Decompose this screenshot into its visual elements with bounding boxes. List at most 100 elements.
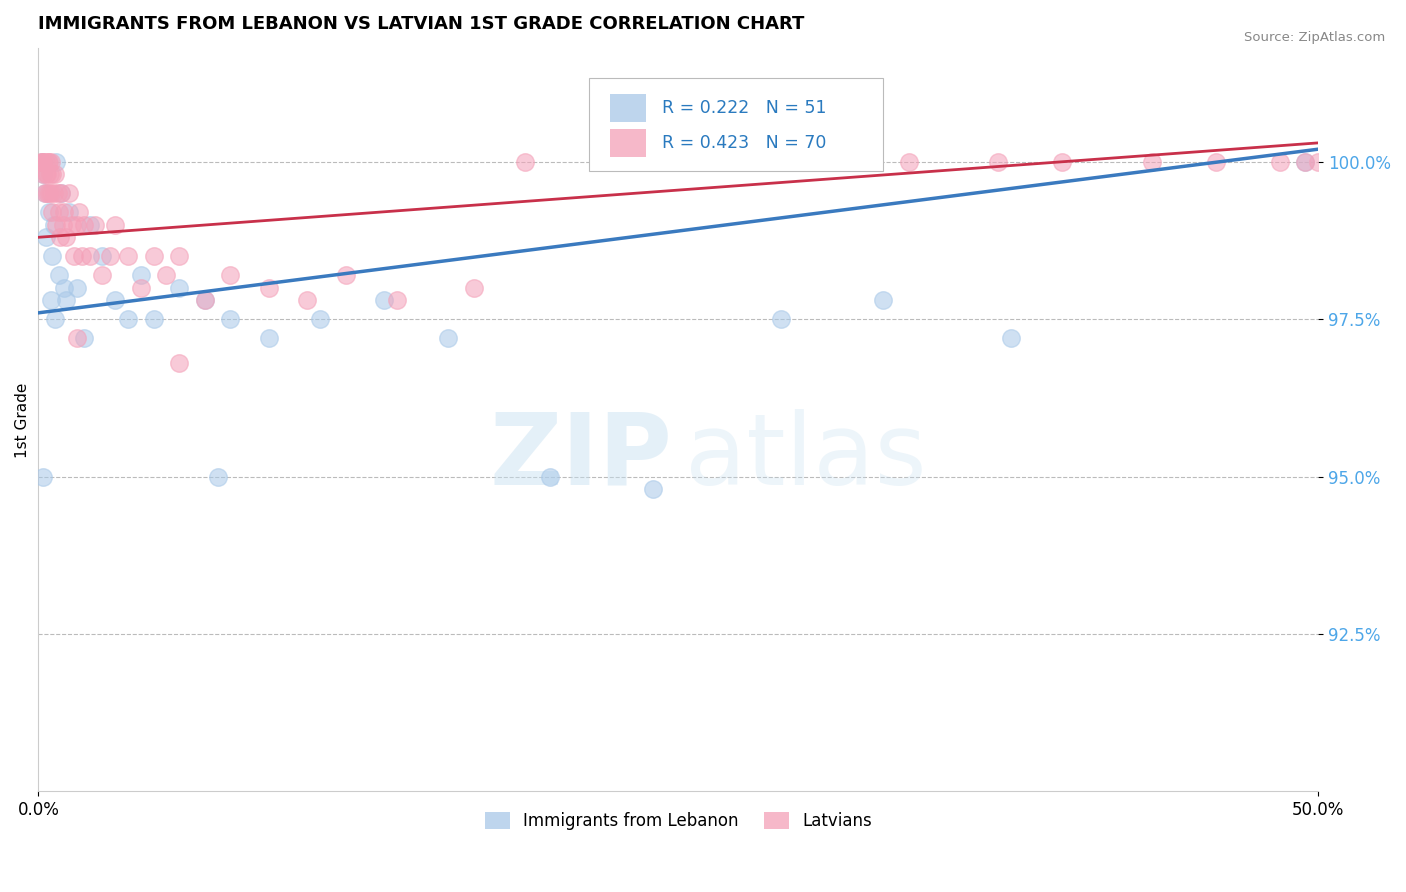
Point (538, 469, 561, 483)
Point (219, 312, 242, 326)
Point (41, 205, 63, 219)
Point (49, 230, 72, 244)
Text: ZIP: ZIP (489, 409, 672, 506)
Point (51, 186, 73, 201)
Point (35, 154, 58, 169)
Point (117, 312, 139, 326)
Point (1295, 154, 1317, 169)
Point (1205, 154, 1227, 169)
Point (104, 218, 127, 232)
Point (1140, 154, 1163, 169)
Point (155, 268, 177, 282)
Text: R = 0.423   N = 70: R = 0.423 N = 70 (662, 134, 827, 152)
Point (167, 249, 190, 263)
Point (39, 293, 62, 308)
Point (46, 186, 69, 201)
Point (194, 293, 217, 308)
Point (79, 249, 101, 263)
Point (52, 218, 75, 232)
Point (51, 186, 73, 201)
Point (55, 293, 77, 308)
Point (32, 167, 55, 181)
Bar (610, 94, 647, 122)
Point (98, 249, 121, 263)
Point (35, 186, 58, 201)
Point (463, 280, 485, 294)
Point (37, 167, 59, 181)
Point (34, 167, 56, 181)
Point (142, 249, 165, 263)
Point (38, 205, 60, 219)
Point (104, 293, 127, 308)
Point (513, 154, 536, 169)
Point (219, 268, 242, 282)
Point (335, 268, 357, 282)
Point (58, 205, 80, 219)
Point (42, 186, 65, 201)
Point (63, 249, 86, 263)
Point (66, 218, 89, 232)
Bar (610, 128, 647, 157)
Point (32, 469, 55, 483)
Point (91, 249, 114, 263)
Y-axis label: 1st Grade: 1st Grade (15, 382, 30, 458)
Point (41, 249, 63, 263)
Point (38, 154, 60, 169)
Point (48, 268, 70, 282)
Point (35, 230, 58, 244)
Point (769, 312, 792, 326)
Point (117, 249, 139, 263)
Text: Source: ZipAtlas.com: Source: ZipAtlas.com (1244, 31, 1385, 45)
Point (34, 186, 56, 201)
Point (1052, 154, 1074, 169)
Point (309, 312, 332, 326)
Point (44, 167, 66, 181)
Point (52, 205, 75, 219)
Point (32, 167, 55, 181)
Point (167, 280, 190, 294)
Point (70, 249, 93, 263)
Point (66, 280, 89, 294)
Point (52, 280, 75, 294)
Text: atlas: atlas (685, 409, 927, 506)
Legend: Immigrants from Lebanon, Latvians: Immigrants from Lebanon, Latvians (478, 805, 879, 837)
Point (39, 186, 62, 201)
Point (39, 154, 62, 169)
Text: R = 0.222   N = 51: R = 0.222 N = 51 (662, 99, 827, 117)
Point (55, 230, 77, 244)
Point (45, 218, 67, 232)
Point (60, 218, 83, 232)
Point (373, 293, 395, 308)
Point (41, 167, 63, 181)
Point (1308, 154, 1330, 169)
Point (67, 205, 90, 219)
Point (129, 280, 152, 294)
Point (31, 154, 53, 169)
Point (641, 482, 664, 496)
Point (897, 154, 920, 169)
Text: IMMIGRANTS FROM LEBANON VS LATVIAN 1ST GRADE CORRELATION CHART: IMMIGRANTS FROM LEBANON VS LATVIAN 1ST G… (38, 15, 804, 33)
Point (295, 293, 318, 308)
Point (129, 268, 152, 282)
Point (437, 331, 460, 345)
Point (37, 154, 59, 169)
Point (1295, 154, 1317, 169)
Point (385, 293, 408, 308)
Point (872, 293, 894, 308)
FancyBboxPatch shape (589, 78, 883, 171)
Point (73, 331, 96, 345)
Point (34, 186, 56, 201)
Point (207, 469, 229, 483)
Point (58, 186, 80, 201)
Point (744, 154, 766, 169)
Point (167, 356, 190, 370)
Point (31, 154, 53, 169)
Point (681, 154, 703, 169)
Point (821, 154, 844, 169)
Point (987, 154, 1010, 169)
Point (142, 312, 165, 326)
Point (32, 154, 55, 169)
Point (79, 218, 101, 232)
Point (44, 312, 66, 326)
Point (91, 268, 114, 282)
